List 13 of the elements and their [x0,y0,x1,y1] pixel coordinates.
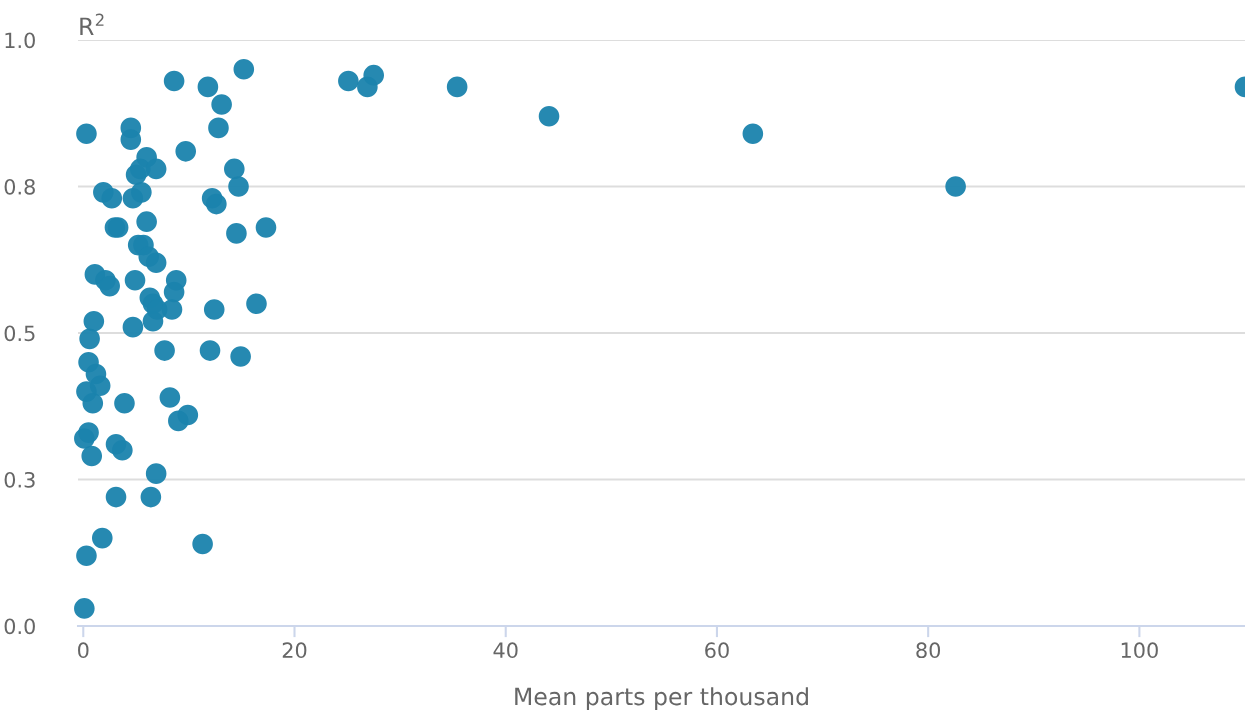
y-tick-label: 0.0 [4,618,35,635]
y-tick-label: 0.5 [4,325,35,342]
x-tick-label: 40 [493,642,518,659]
x-tick-label: 80 [916,642,941,659]
y-tick-label: 0.8 [4,178,35,195]
y-tick-label: 1.0 [5,32,35,49]
x-axis-title: Mean parts per thousand [515,687,808,710]
x-tick-label: 60 [705,642,729,659]
y-axis-title: R$^{2}$ [80,13,104,35]
x-tick-label: 100 [1121,642,1158,659]
y-tick-label: 0.3 [4,471,35,488]
x-tick-label: 0 [78,642,89,659]
x-tick-label: 20 [282,642,307,659]
